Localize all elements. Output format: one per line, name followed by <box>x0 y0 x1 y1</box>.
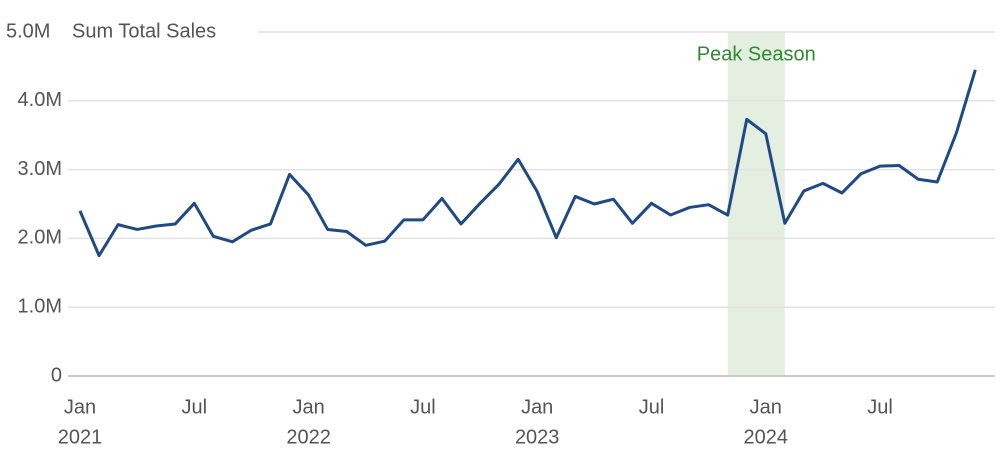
y-tick-label: 1.0M <box>18 295 62 317</box>
y-tick-label: 2.0M <box>18 227 62 249</box>
x-tick-label: Jul <box>639 396 665 418</box>
band-label: Peak Season <box>697 43 816 65</box>
x-tick-year: 2024 <box>744 426 789 448</box>
x-tick-year: 2021 <box>58 426 103 448</box>
y-tick-label: 3.0M <box>18 158 62 180</box>
y-tick-label: 0 <box>51 364 62 386</box>
x-tick-year: 2023 <box>515 426 560 448</box>
x-tick-label: Jul <box>410 396 436 418</box>
x-tick-label: Jul <box>182 396 208 418</box>
y-axis-title: Sum Total Sales <box>72 20 216 42</box>
x-tick-label: Jan <box>750 396 782 418</box>
series-line <box>78 69 977 258</box>
x-tick-label: Jan <box>521 396 553 418</box>
x-tick-label: Jan <box>64 396 96 418</box>
x-tick-label: Jul <box>867 396 893 418</box>
y-tick-label: 4.0M <box>18 89 62 111</box>
highlight-band <box>727 32 785 376</box>
y-tick-label: 5.0M <box>6 20 50 42</box>
x-tick-label: Jan <box>292 396 324 418</box>
x-tick-year: 2022 <box>286 426 331 448</box>
